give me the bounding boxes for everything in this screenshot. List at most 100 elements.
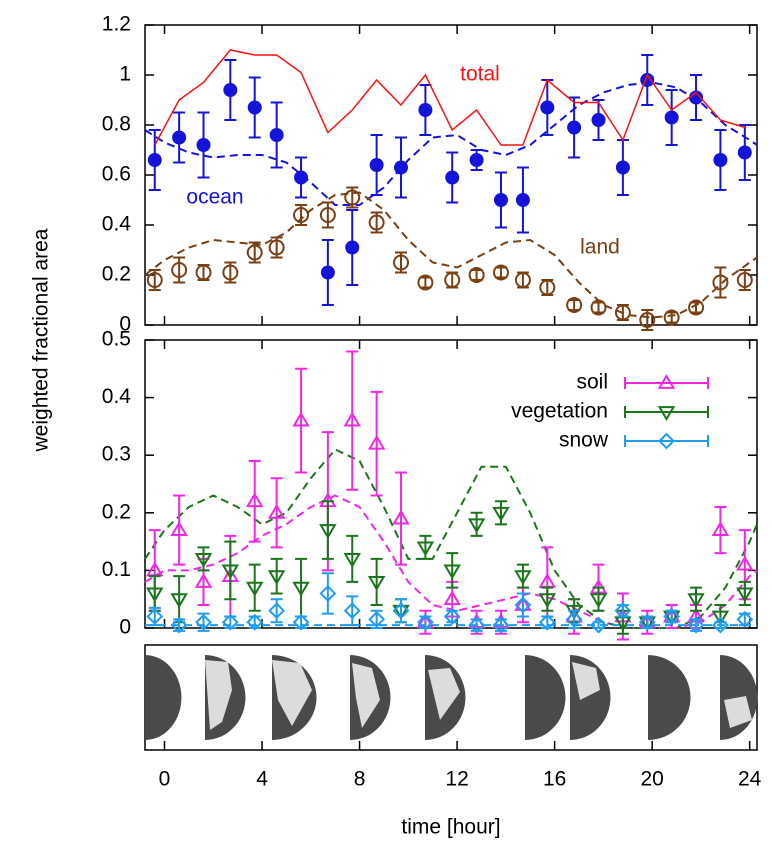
error-bar: [248, 459, 261, 543]
marker: [639, 312, 656, 328]
earth-land: [272, 660, 312, 726]
marker: [416, 541, 435, 557]
marker: [538, 593, 557, 609]
marker: [267, 503, 286, 519]
error-bar: [270, 477, 283, 549]
marker: [687, 616, 705, 634]
error-bar: [173, 256, 186, 284]
marker: [514, 596, 532, 614]
marker: [393, 254, 410, 271]
marker: [539, 279, 556, 296]
error-bar: [346, 595, 359, 627]
marker: [319, 207, 336, 223]
earth-image: [525, 655, 566, 740]
marker: [247, 100, 262, 115]
error-bar: [321, 201, 334, 229]
error-bar: [173, 494, 186, 566]
x-tick-label: 12: [445, 768, 468, 791]
x-tick-label: 4: [256, 768, 268, 791]
y-tick-label: 0: [119, 616, 131, 639]
error-bar: [321, 572, 334, 615]
error-bar: [714, 266, 727, 299]
marker: [468, 267, 485, 283]
error-bar: [295, 367, 308, 474]
error-bar: [714, 506, 727, 555]
error-bar: [224, 540, 237, 601]
marker: [368, 214, 385, 231]
marker: [711, 610, 730, 626]
x-tick-label: 20: [640, 768, 663, 791]
marker: [591, 113, 606, 127]
marker: [147, 153, 162, 167]
y-axis-label: weighted fractional area: [30, 228, 53, 452]
marker: [492, 616, 510, 634]
earth-land: [352, 663, 380, 728]
error-bar: [446, 552, 459, 589]
marker: [223, 83, 238, 97]
y-tick-label: 0.1: [102, 558, 131, 581]
marker: [663, 608, 681, 625]
marker: [514, 570, 532, 586]
marker: [736, 587, 754, 603]
marker: [565, 610, 583, 628]
marker: [467, 518, 486, 534]
marker: [444, 272, 461, 288]
marker: [245, 492, 264, 508]
marker: [343, 552, 361, 568]
marker: [171, 262, 188, 278]
marker: [319, 585, 337, 602]
legend-marker: [657, 406, 676, 421]
marker: [146, 587, 164, 603]
earth-image: [648, 655, 691, 740]
marker: [170, 593, 188, 609]
marker: [663, 309, 680, 326]
fit-curve: [144, 191, 758, 319]
marker: [194, 572, 213, 588]
marker: [345, 240, 360, 255]
marker: [615, 160, 630, 175]
marker: [343, 602, 361, 620]
y-tick-label: 1: [119, 63, 131, 86]
earth-land: [572, 662, 600, 700]
marker: [638, 613, 656, 631]
marker: [367, 576, 386, 591]
legend-label: soil: [576, 371, 608, 394]
legend-marker: [657, 374, 676, 389]
marker: [443, 590, 461, 606]
marker: [736, 272, 753, 288]
marker: [567, 120, 582, 135]
x-axis-label: time [hour]: [401, 816, 500, 839]
marker: [736, 610, 754, 628]
marker: [246, 244, 263, 261]
earth-land: [724, 696, 752, 728]
marker: [195, 264, 212, 281]
legend-label: vegetation: [511, 400, 608, 423]
series-label: land: [580, 236, 620, 259]
error-bar: [321, 500, 334, 560]
error-bar: [346, 350, 359, 491]
marker: [713, 153, 728, 167]
marker: [492, 506, 510, 522]
line: [154, 49, 746, 146]
x-tick-label: 0: [159, 768, 171, 791]
plot-frame: [144, 339, 758, 629]
marker: [688, 299, 705, 316]
fit-curve: [144, 494, 758, 629]
marker: [566, 297, 583, 313]
marker: [319, 524, 337, 540]
marker: [664, 110, 679, 125]
marker: [267, 570, 286, 586]
marker: [394, 160, 409, 175]
marker: [417, 274, 434, 291]
marker: [711, 521, 730, 536]
y-tick-label: 0.3: [102, 443, 131, 466]
y-tick-label: 0: [119, 313, 131, 336]
marker: [445, 170, 460, 185]
y-tick-label: 0.2: [102, 500, 131, 523]
fit-curve: [144, 81, 758, 206]
marker: [222, 264, 239, 281]
marker: [614, 602, 632, 620]
marker: [293, 207, 310, 223]
x-tick-label: 24: [738, 768, 762, 791]
